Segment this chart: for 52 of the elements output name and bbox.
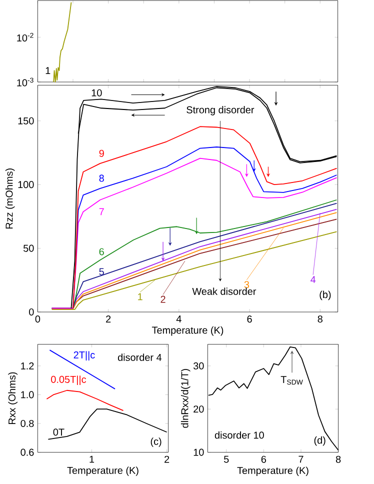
x-tick-label: 7 bbox=[298, 456, 304, 463]
series-label: 6 bbox=[99, 248, 104, 256]
y-tick-label: 50 bbox=[24, 244, 34, 252]
x-tick-label: 4 bbox=[176, 316, 182, 322]
y-axis-title: Rzz (mOhms) bbox=[5, 168, 15, 228]
y-tick-label: 10 bbox=[194, 448, 204, 456]
annotation: T$_{SDW}$ bbox=[280, 376, 303, 385]
text: 3 bbox=[244, 281, 250, 288]
annotation: (b) bbox=[320, 290, 331, 300]
series-label: 10 bbox=[92, 89, 102, 96]
y-tick-label: 30 bbox=[193, 362, 204, 370]
y-tick-label: 150 bbox=[18, 117, 34, 124]
annotation: disorder 10 bbox=[214, 431, 264, 439]
x-tick-label: 8 bbox=[318, 316, 322, 323]
series-label: 0T bbox=[53, 428, 64, 436]
x-axis-title: Temperature (K) bbox=[237, 466, 308, 476]
text: 2 bbox=[160, 296, 166, 303]
y-tick-label: 20 bbox=[194, 406, 204, 413]
x-tick-label: 2 bbox=[164, 456, 170, 463]
annotation: disorder 4 bbox=[118, 354, 162, 361]
y-tick-label: 1.2 bbox=[21, 362, 34, 370]
x-tick-label: 6 bbox=[247, 316, 252, 323]
series-label: 7 bbox=[99, 208, 104, 216]
y-tick-label: 10$^{-2}$ bbox=[17, 32, 34, 42]
y-axis-title: dlnRxx/d(1/T) bbox=[180, 369, 190, 428]
series-label: 2T||c bbox=[74, 351, 95, 360]
y-tick-label: 0.6 bbox=[20, 448, 34, 456]
x-tick-label: 1 bbox=[90, 456, 94, 463]
y-tick-label: 1.0 bbox=[21, 391, 34, 398]
text: 4 bbox=[310, 276, 316, 283]
annotation: (c) bbox=[150, 438, 162, 447]
x-tick-label: 5 bbox=[224, 456, 229, 463]
x-tick-label: 2 bbox=[106, 316, 111, 322]
y-tick-label: 0.8 bbox=[20, 420, 34, 428]
x-tick-label: 6 bbox=[261, 456, 266, 463]
series-label: 1 bbox=[46, 67, 50, 74]
x-axis-title: Temperature (K) bbox=[67, 466, 138, 476]
y-axis-title: Rxx (Ohms) bbox=[8, 372, 18, 424]
annotation: (d) bbox=[314, 436, 326, 446]
y-tick-label: 0 bbox=[29, 308, 34, 316]
annotation: Strong disorder bbox=[186, 106, 254, 116]
series-label: 0.05T||c bbox=[51, 376, 86, 385]
series-label: 9 bbox=[99, 150, 104, 157]
series-label: 5 bbox=[99, 268, 104, 276]
y-tick-label: 100 bbox=[18, 181, 34, 188]
x-axis-title: Temperature (K) bbox=[152, 326, 224, 336]
annotation: Weak disorder bbox=[192, 288, 256, 295]
y-tick-label: 10$^{-3}$ bbox=[17, 78, 34, 86]
series-label: 8 bbox=[99, 174, 104, 182]
x-tick-label: 8 bbox=[336, 456, 341, 463]
legend-label: 1 bbox=[138, 293, 142, 300]
x-tick-label: 0 bbox=[35, 316, 40, 323]
